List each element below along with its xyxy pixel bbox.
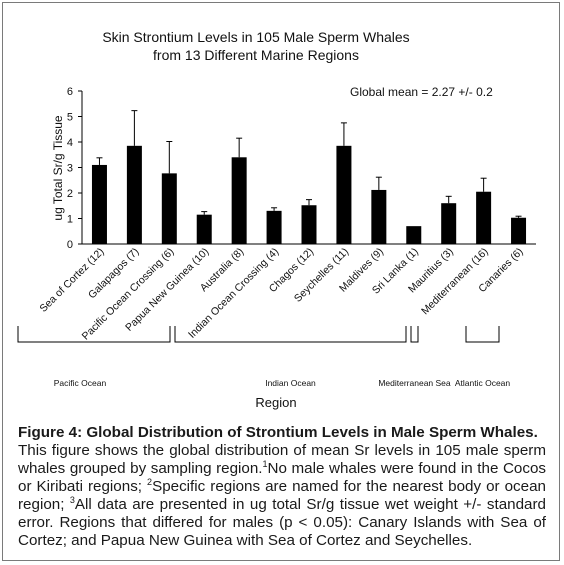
caption-text-4: All data are presented in ug total Sr/g …: [18, 496, 546, 549]
caption-footnote-mark-3: 3: [69, 494, 75, 505]
region-bracket: [410, 326, 419, 343]
bar: [476, 191, 492, 244]
region-bracket-label: Atlantic Ocean: [455, 378, 511, 388]
region-bracket: [465, 326, 500, 343]
y-axis-label: ug Total Sr/g Tissue: [51, 115, 65, 220]
caption-text-1: This figure shows the global distributio…: [18, 442, 546, 477]
bar: [406, 226, 422, 244]
x-axis-label: Region: [255, 395, 296, 410]
x-tick-label: Sea of Cortez (12): [37, 246, 106, 315]
bar: [371, 189, 387, 244]
y-tick-label: 3: [67, 163, 73, 175]
caption-text-2: No male whales were found in the Cocos o…: [18, 460, 546, 495]
bar: [301, 205, 317, 244]
bar: [266, 210, 282, 244]
bar: [336, 145, 352, 244]
bar: [231, 157, 247, 244]
y-tick-label: 6: [67, 86, 73, 98]
bar: [91, 164, 107, 244]
y-tick-label: 5: [67, 112, 73, 124]
bar: [126, 145, 142, 244]
y-tick-label: 4: [67, 137, 73, 149]
y-tick-label: 2: [67, 188, 73, 200]
region-bracket-label: Mediterranean Sea: [378, 378, 451, 388]
figure-caption: Figure 4: Global Distribution of Stronti…: [18, 424, 546, 550]
bar-chart: Skin Strontium Levels in 105 Male Sperm …: [17, 29, 536, 410]
region-bracket-label: Indian Ocean: [265, 378, 316, 388]
caption-text-3: Specific regions are named for the neare…: [18, 478, 546, 513]
bar: [511, 217, 527, 244]
region-bracket: [17, 326, 171, 343]
y-tick-label: 1: [67, 214, 73, 226]
caption-title: Figure 4: Global Distribution of Stronti…: [18, 424, 538, 441]
region-bracket-label: Pacific Ocean: [54, 378, 107, 388]
bar: [441, 203, 457, 244]
caption-footnote-mark-1: 1: [262, 458, 268, 469]
bar: [161, 173, 177, 244]
figure-frame: [2, 2, 560, 561]
caption-footnote-mark-2: 2: [147, 476, 153, 487]
bar: [196, 214, 212, 244]
global-mean-annotation: Global mean = 2.27 +/- 0.2: [350, 85, 493, 99]
region-bracket: [174, 326, 407, 343]
chart-title-line1: Skin Strontium Levels in 105 Male Sperm …: [102, 29, 409, 45]
y-tick-label: 0: [67, 239, 73, 251]
chart-title-line2: from 13 Different Marine Regions: [153, 47, 359, 63]
